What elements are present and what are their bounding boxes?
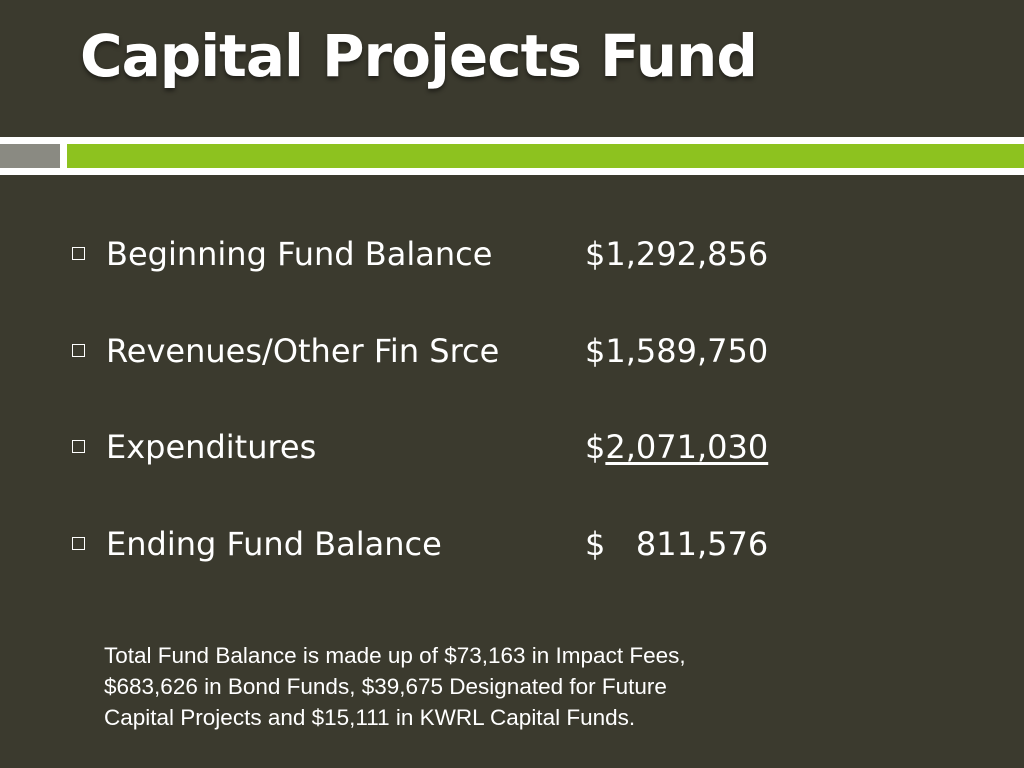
item-value: $1,292,856: [585, 234, 768, 274]
currency-symbol: $: [585, 428, 606, 466]
amount-underlined: 2,071,030: [605, 428, 769, 466]
item-value: $1,589,750: [585, 331, 768, 371]
note-line: $683,626 in Bond Funds, $39,675 Designat…: [104, 674, 667, 699]
amount: 1,292,856: [605, 235, 769, 273]
item-value: $ 811,576: [585, 524, 768, 564]
divider-green-bar: [67, 144, 1024, 168]
square-bullet-icon: [72, 247, 85, 260]
title-divider: [0, 137, 1024, 175]
slide-title: Capital Projects Fund: [80, 22, 758, 90]
item-label: Beginning Fund Balance: [106, 235, 493, 273]
square-bullet-icon: [72, 344, 85, 357]
currency-symbol: $: [585, 235, 606, 273]
note-line: Capital Projects and $15,111 in KWRL Cap…: [104, 705, 636, 730]
item-label: Ending Fund Balance: [106, 525, 442, 563]
list-item-revenues: Revenues/Other Fin Srce $1,589,750: [0, 331, 1024, 381]
square-bullet-icon: [72, 440, 85, 453]
note-line: Total Fund Balance is made up of $73,163…: [104, 643, 686, 668]
list-item-beginning-balance: Beginning Fund Balance $1,292,856: [0, 234, 1024, 284]
item-label: Expenditures: [106, 428, 317, 466]
fund-balance-note: Total Fund Balance is made up of $73,163…: [104, 640, 794, 733]
currency-symbol: $: [585, 332, 606, 370]
list-item-ending-balance: Ending Fund Balance $ 811,576: [0, 524, 1024, 574]
amount: 811,576: [605, 525, 769, 563]
item-value: $2,071,030: [585, 427, 768, 467]
square-bullet-icon: [72, 537, 85, 550]
currency-symbol: $: [585, 525, 606, 563]
item-label: Revenues/Other Fin Srce: [106, 332, 500, 370]
divider-gray-block: [0, 144, 60, 168]
list-item-expenditures: Expenditures $2,071,030: [0, 427, 1024, 477]
amount: 1,589,750: [605, 332, 769, 370]
